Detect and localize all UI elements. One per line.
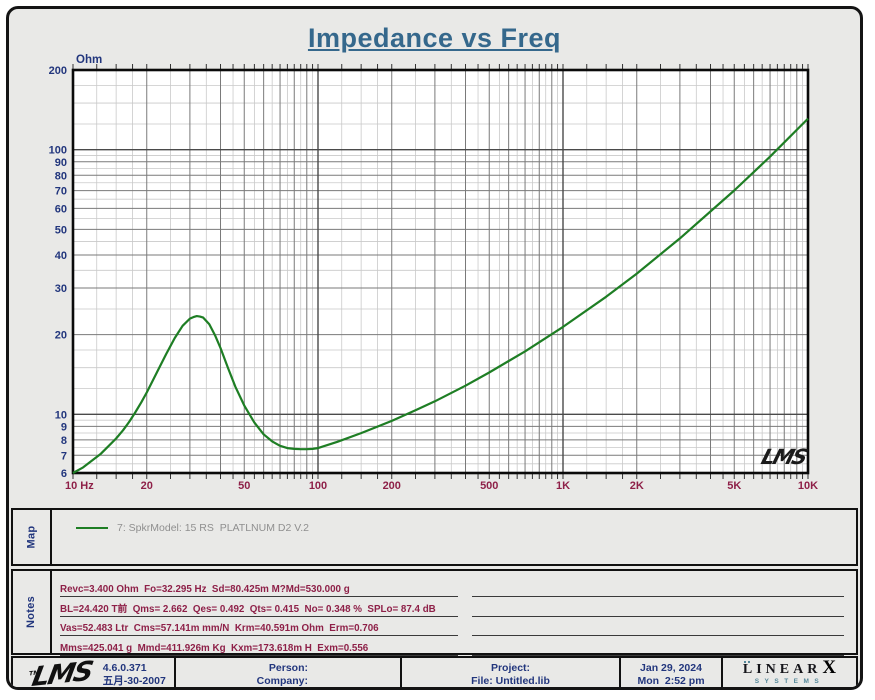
footer-app-cell: TM LMS 4.6.0.371 五月-30-2007 [13, 656, 176, 690]
svg-text:Ohm: Ohm [76, 54, 102, 66]
legend-item: 7: SpkrModel: 15 RS PLATLNUM D2 V.2 [76, 522, 856, 534]
file-label: File: Untitled.lib [471, 674, 550, 687]
footer-project-cell: Project: File: Untitled.lib [402, 658, 621, 687]
footer-date: Jan 29, 2024 [640, 661, 702, 674]
notes-body: Revc=3.400 Ohm Fo=32.295 Hz Sd=80.425m M… [52, 571, 856, 656]
footer-brand-cell: LINEAR X SYSTEMS [723, 657, 856, 687]
notes-line-text: Revc=3.400 Ohm Fo=32.295 Hz Sd=80.425m M… [60, 584, 458, 597]
svg-text:200: 200 [49, 65, 67, 77]
svg-text:10: 10 [55, 409, 67, 421]
svg-text:50: 50 [55, 224, 67, 236]
svg-text:20: 20 [141, 480, 153, 492]
notes-line: Mms=425.041 g Mmd=411.926m Kg Kxm=173.61… [60, 637, 844, 656]
notes-line: BL=24.420 T前 Qms= 2.662 Qes= 0.492 Qts= … [60, 598, 844, 617]
svg-text:8: 8 [61, 435, 67, 447]
footer-datetime-cell: Jan 29, 2024 Mon 2:52 pm [621, 658, 723, 687]
svg-text:LMS: LMS [758, 445, 810, 470]
linearx-logo: LINEAR X SYSTEMS [742, 657, 837, 687]
project-label: Project: [490, 661, 531, 674]
company-label: Company: [256, 674, 308, 687]
svg-text:20: 20 [55, 330, 67, 342]
svg-text:10K: 10K [798, 480, 818, 492]
map-section-label: Map [13, 510, 52, 564]
notes-blank-rule [472, 597, 844, 617]
app-version: 4.6.0.371 [102, 661, 147, 674]
svg-text:2K: 2K [630, 480, 644, 492]
linearx-dots-decoration [743, 661, 746, 663]
map-legend: 7: SpkrModel: 15 RS PLATLNUM D2 V.2 [52, 510, 856, 564]
footer-bar: TM LMS 4.6.0.371 五月-30-2007 Person: Comp… [11, 656, 858, 690]
notes-blank-rule [472, 636, 844, 656]
app-version-date: 五月-30-2007 [102, 674, 166, 687]
svg-text:100: 100 [309, 480, 327, 492]
notes-section: Notes Revc=3.400 Ohm Fo=32.295 Hz Sd=80.… [11, 569, 858, 656]
svg-text:30: 30 [55, 283, 67, 295]
person-label: Person: [268, 661, 308, 674]
svg-text:200: 200 [383, 480, 401, 492]
lms-logo: TM LMS [28, 656, 95, 690]
notes-blank-rule [472, 616, 844, 636]
svg-text:70: 70 [55, 186, 67, 198]
svg-text:500: 500 [480, 480, 498, 492]
page-title: Impedance vs Freq [307, 23, 562, 53]
notes-blank-rule [472, 577, 844, 597]
svg-text:100: 100 [49, 145, 67, 157]
svg-text:90: 90 [55, 157, 67, 169]
svg-text:10 Hz: 10 Hz [65, 480, 94, 492]
svg-text:6: 6 [61, 468, 67, 480]
svg-text:7: 7 [61, 450, 67, 462]
svg-text:9: 9 [61, 421, 67, 433]
notes-line-text: BL=24.420 T前 Qms= 2.662 Qes= 0.492 Qts= … [60, 601, 458, 617]
report-page-frame: Impedance vs Freq LMS Ohm 200 100 90 80 70 60 50… [6, 6, 863, 690]
map-section: Map 7: SpkrModel: 15 RS PLATLNUM D2 V.2 [11, 508, 858, 566]
legend-label: 7: SpkrModel: 15 RS PLATLNUM D2 V.2 [117, 522, 309, 534]
footer-time: Mon 2:52 pm [637, 674, 705, 687]
linearx-systems: SYSTEMS [754, 678, 825, 685]
linearx-x: X [822, 657, 837, 678]
svg-text:1K: 1K [556, 480, 570, 492]
svg-text:60: 60 [55, 203, 67, 215]
notes-line: Vas=52.483 Ltr Cms=57.141m mm/N Krm=40.5… [60, 617, 844, 636]
notes-line-text: Vas=52.483 Ltr Cms=57.141m mm/N Krm=40.5… [60, 623, 458, 636]
footer-person-cell: Person: Company: [176, 658, 402, 687]
svg-text:5K: 5K [727, 480, 741, 492]
svg-text:40: 40 [55, 250, 67, 262]
version-block: 4.6.0.371 五月-30-2007 [103, 662, 166, 688]
svg-text:50: 50 [238, 480, 250, 492]
impedance-chart: LMS Ohm 200 100 90 80 70 60 50 40 30 20 10 9 8 7 6 10 Hz 2… [9, 9, 860, 514]
legend-line-swatch [76, 527, 108, 529]
notes-line: Revc=3.400 Ohm Fo=32.295 Hz Sd=80.425m M… [60, 578, 844, 597]
linearx-name: LINEAR [742, 662, 822, 677]
notes-section-label: Notes [13, 571, 52, 653]
notes-line-text: Mms=425.041 g Mmd=411.926m Kg Kxm=173.61… [60, 643, 458, 656]
svg-text:80: 80 [55, 170, 67, 182]
